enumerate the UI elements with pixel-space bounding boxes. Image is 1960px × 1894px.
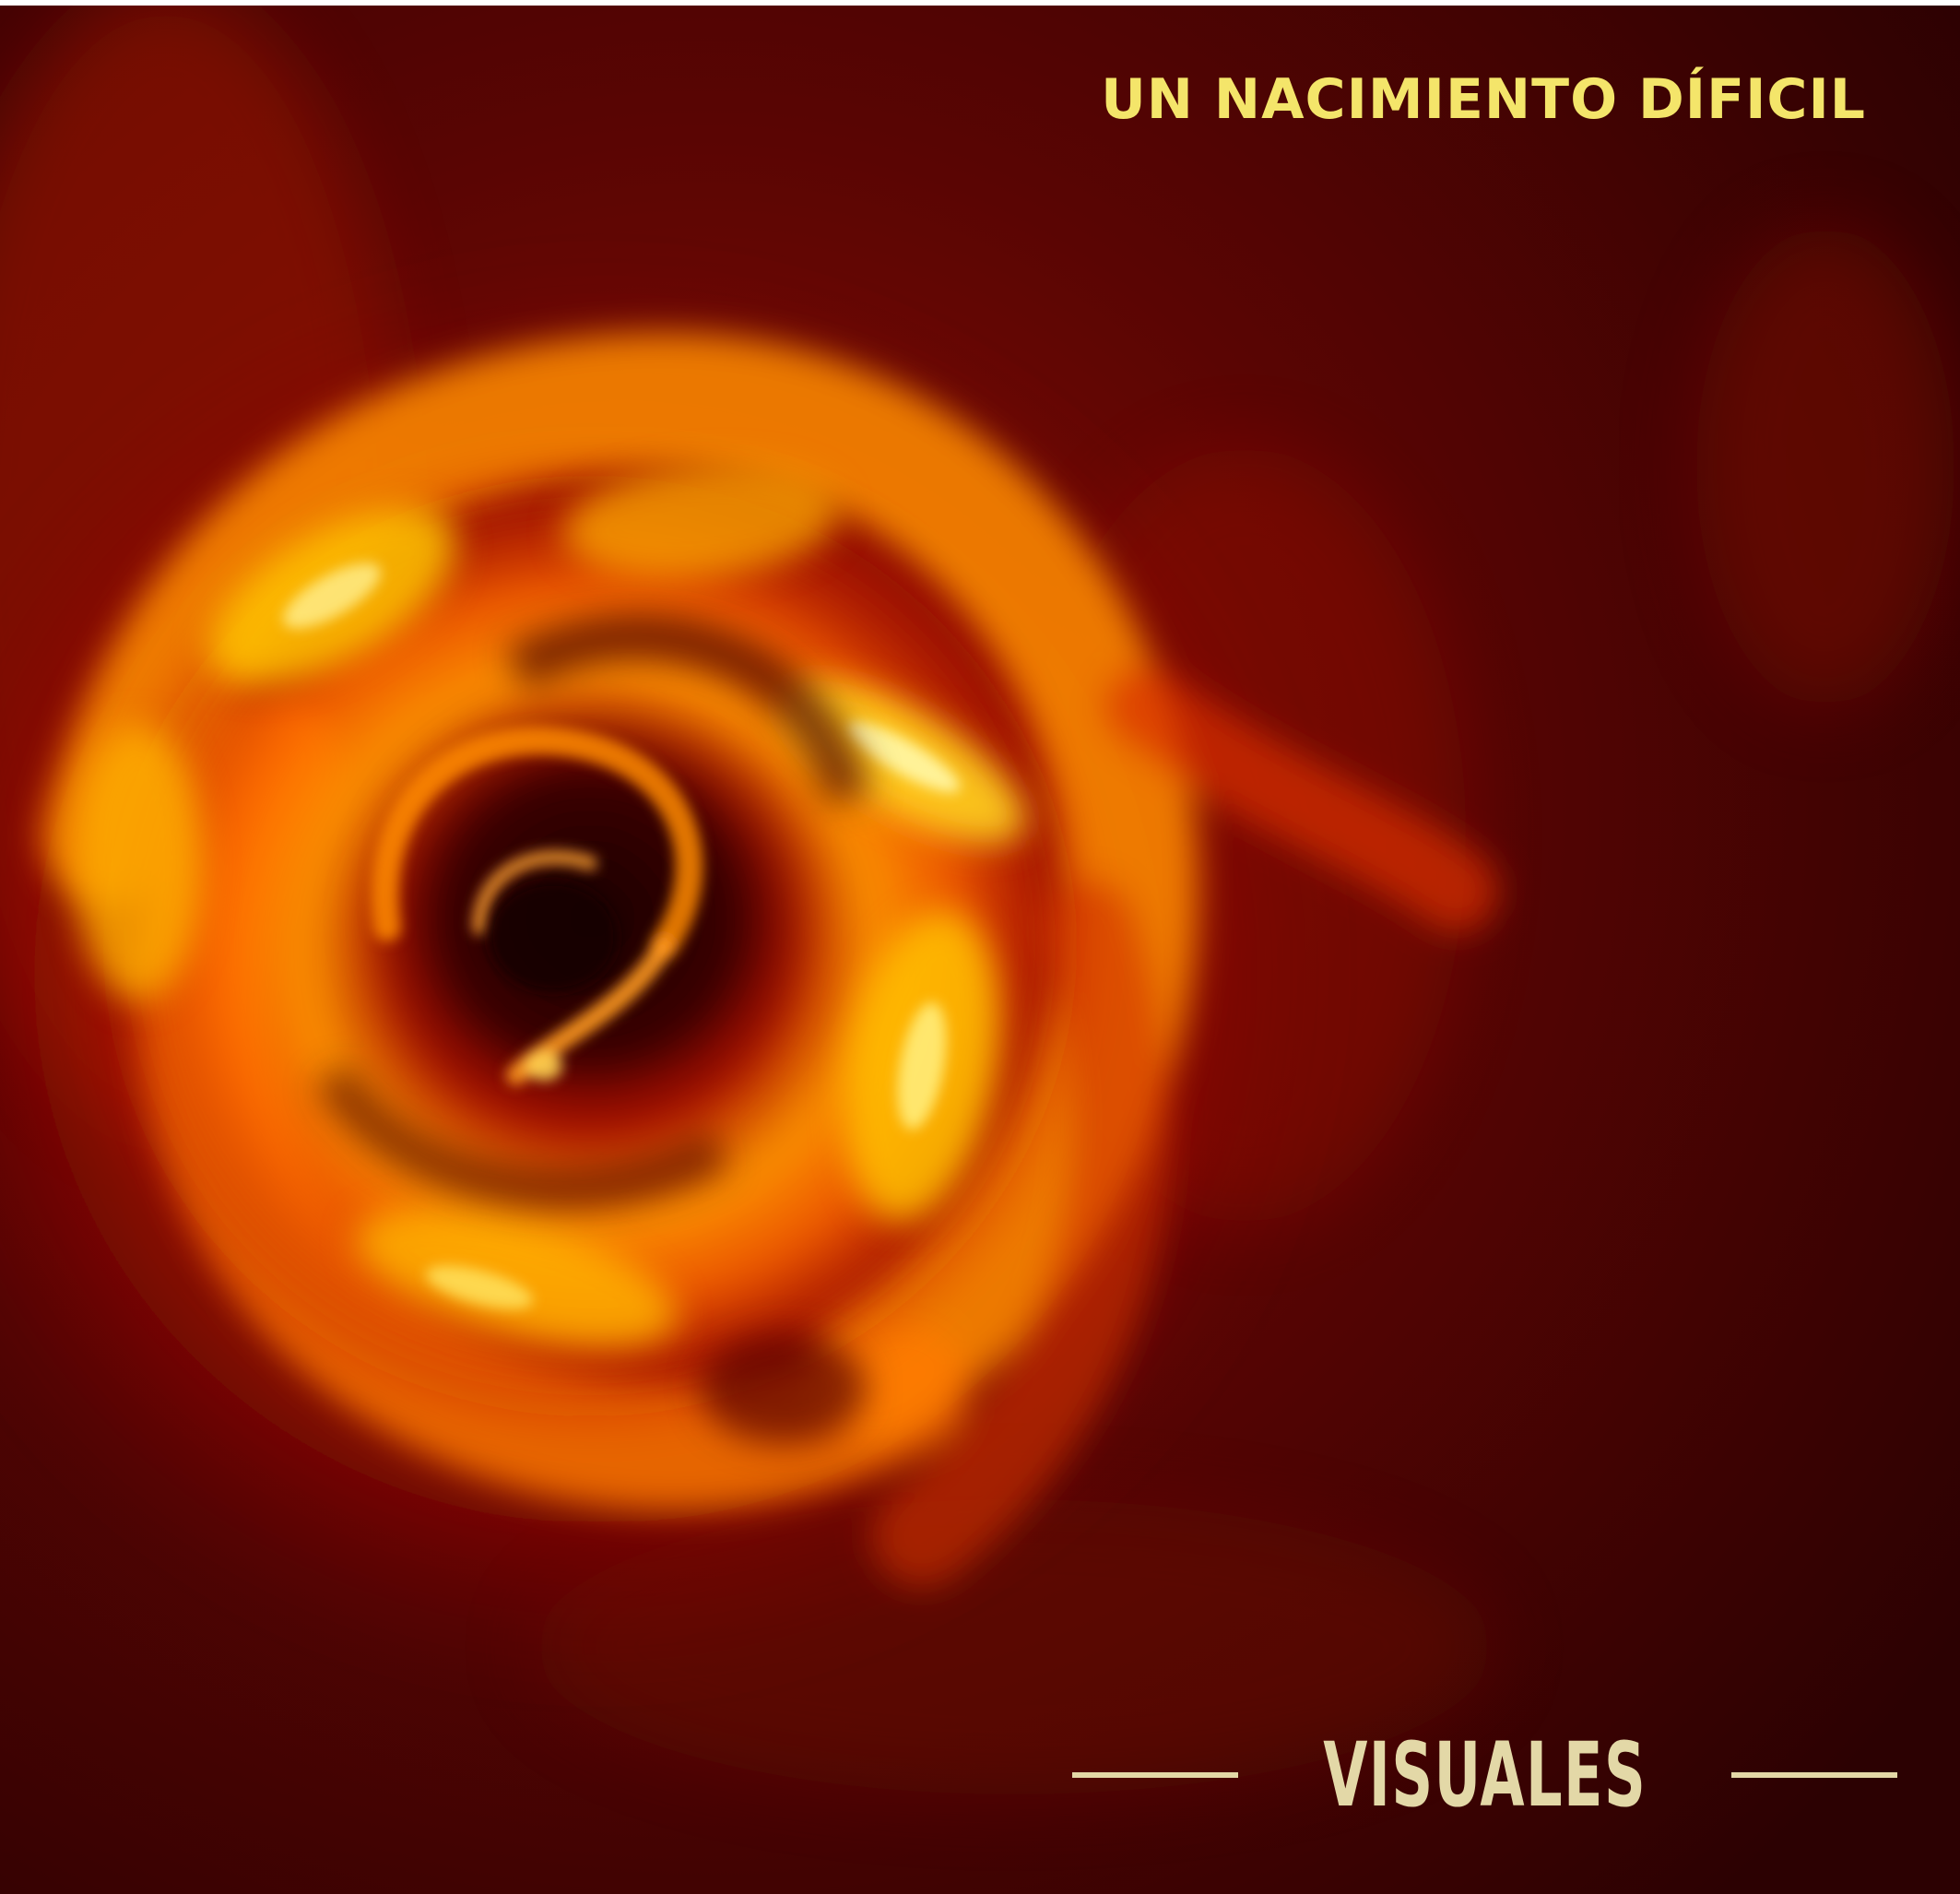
brand-line-left: [1071, 1772, 1238, 1778]
brand-label: VISUALES: [1322, 1723, 1647, 1827]
page-title: UN NACIMIENTO DÍFICIL: [1101, 67, 1866, 132]
disk-image: [0, 6, 1960, 1894]
brand-mark: VISUALES: [1071, 1723, 1897, 1827]
brand-line-right: [1731, 1772, 1897, 1778]
disk-photo: [0, 6, 1960, 1894]
